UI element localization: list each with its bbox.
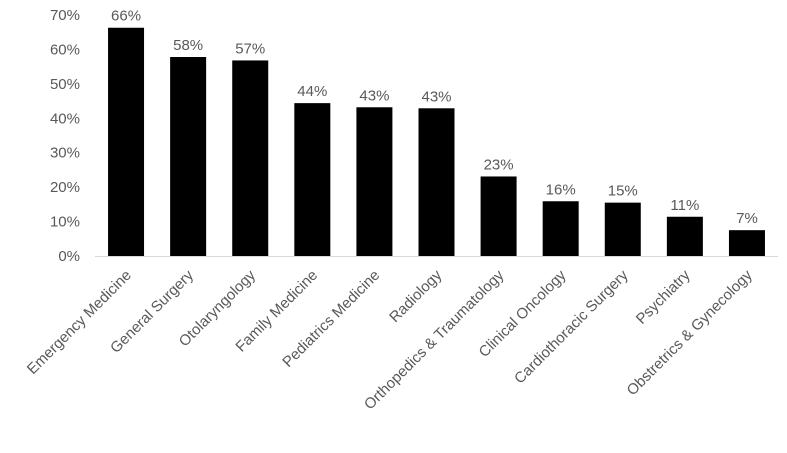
bar xyxy=(728,230,765,256)
data-label: 16% xyxy=(546,181,576,198)
data-label: 43% xyxy=(359,87,389,104)
data-label: 23% xyxy=(484,156,514,173)
data-label: 11% xyxy=(670,197,699,214)
y-tick-label: 10% xyxy=(50,214,80,231)
category-label: Emergency Medicine xyxy=(24,267,135,378)
bar xyxy=(666,216,703,256)
bar xyxy=(604,202,641,256)
y-axis: 0% 10% 20% 30% 40% 50% 60% 70% xyxy=(50,7,80,265)
data-label: 43% xyxy=(421,88,451,105)
bar xyxy=(542,201,579,256)
data-label: 15% xyxy=(608,183,638,200)
y-tick-label: 0% xyxy=(58,248,80,265)
category-label: Obstretrics & Gynecology xyxy=(624,266,757,399)
data-label: 58% xyxy=(173,37,203,54)
y-tick-label: 30% xyxy=(50,145,80,162)
bar xyxy=(294,103,331,256)
bar xyxy=(170,57,207,257)
y-tick-label: 40% xyxy=(50,110,80,127)
bars xyxy=(108,27,765,257)
bar xyxy=(108,27,145,256)
category-label: Cardiothoracic Surgery xyxy=(511,266,632,387)
bar xyxy=(418,108,455,257)
data-label: 57% xyxy=(235,40,265,57)
bar xyxy=(232,60,269,257)
data-label: 44% xyxy=(297,83,327,100)
y-tick-label: 70% xyxy=(50,7,80,24)
data-label: 7% xyxy=(736,210,758,227)
category-label: Psychiatry xyxy=(633,266,694,327)
y-tick-label: 60% xyxy=(50,41,80,58)
data-labels: 66% 58% 57% 44% 43% 43% 23% 16% 15% 11% 7% xyxy=(111,8,758,227)
data-label: 66% xyxy=(111,8,141,25)
bar xyxy=(356,107,393,256)
y-tick-label: 20% xyxy=(50,179,80,196)
category-label: Radiology xyxy=(386,266,446,326)
bar xyxy=(480,176,517,256)
y-tick-label: 50% xyxy=(50,76,80,93)
